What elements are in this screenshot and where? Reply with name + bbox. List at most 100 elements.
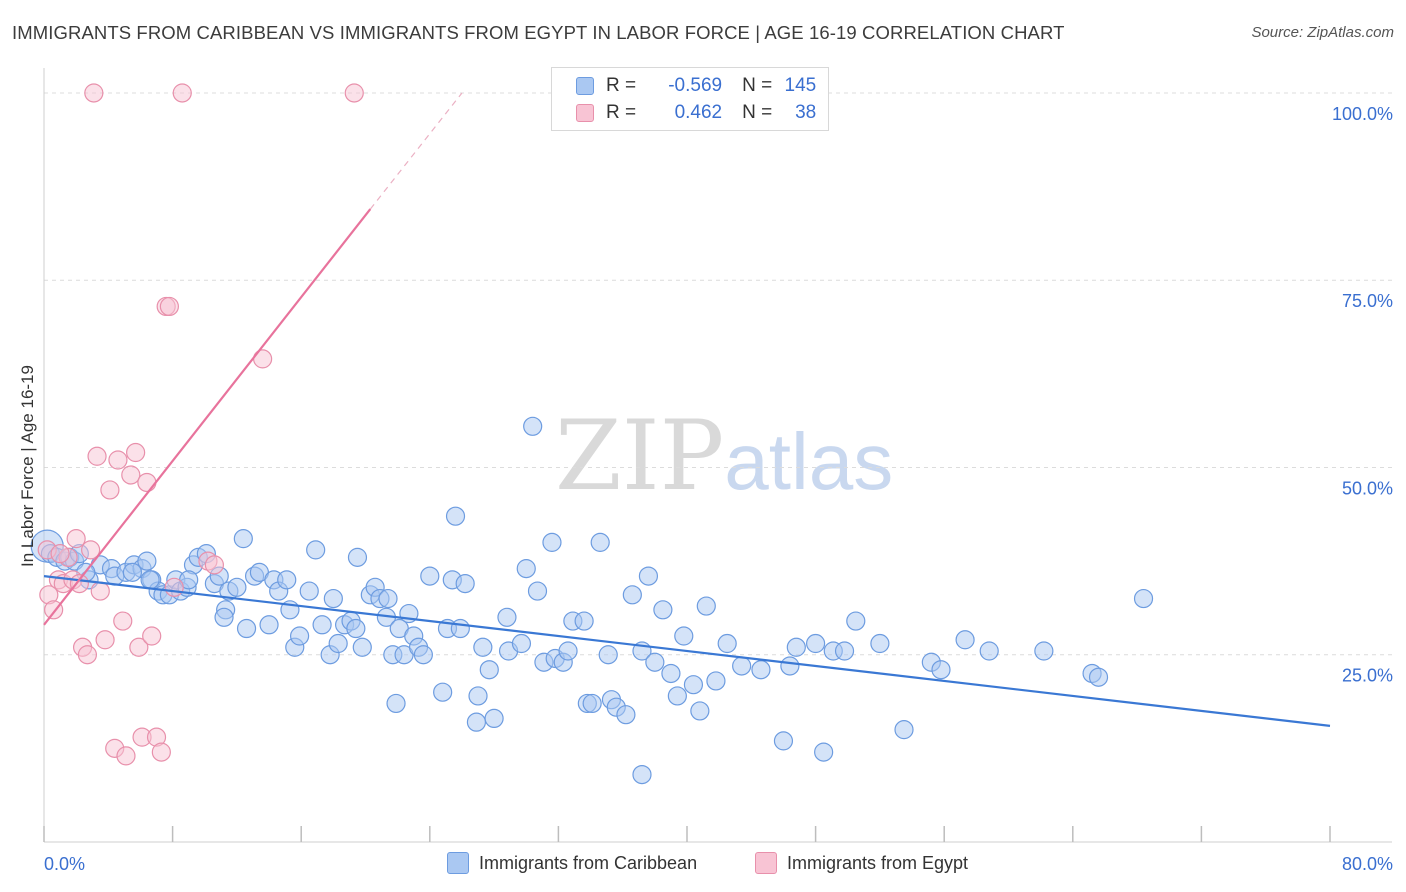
caribbean-point xyxy=(299,581,319,601)
caribbean-trend-line xyxy=(43,575,1331,727)
egypt-point xyxy=(90,581,110,601)
caribbean-point xyxy=(894,720,914,740)
caribbean-point xyxy=(466,712,487,732)
caribbean-point xyxy=(236,618,257,639)
egypt-point xyxy=(126,442,146,463)
caribbean-point xyxy=(780,656,800,676)
caribbean-point xyxy=(732,656,752,676)
egypt-point xyxy=(77,645,98,665)
caribbean-point xyxy=(846,611,866,631)
caribbean-point xyxy=(542,532,562,552)
egypt-point xyxy=(69,573,89,594)
caribbean-point xyxy=(511,633,532,654)
caribbean-point xyxy=(622,585,642,605)
legend-r-value: 0.462 xyxy=(674,102,723,123)
caribbean-point xyxy=(834,641,855,661)
caribbean-point xyxy=(773,731,794,751)
caribbean-point xyxy=(140,570,160,590)
caribbean-point xyxy=(1034,641,1054,661)
egypt-point xyxy=(84,83,104,103)
egypt-point xyxy=(121,465,141,485)
egypt-point xyxy=(172,83,192,103)
legend-n-label: N = xyxy=(742,102,773,123)
caribbean-point xyxy=(814,742,834,762)
caribbean-point xyxy=(386,693,406,714)
y-tick-label: 25.0% xyxy=(1342,666,1393,686)
caribbean-point xyxy=(289,626,310,646)
legend-r-value: -0.569 xyxy=(668,75,723,96)
caribbean-point xyxy=(645,652,665,672)
series-label-caribbean: Immigrants from Caribbean xyxy=(479,852,698,873)
caribbean-point xyxy=(661,663,681,684)
caribbean-point xyxy=(527,581,548,601)
caribbean-point xyxy=(312,615,332,635)
series-swatch-egypt xyxy=(755,852,777,874)
caribbean-point xyxy=(433,682,453,702)
caribbean-point xyxy=(955,630,975,650)
egypt-point xyxy=(116,746,136,766)
caribbean-point xyxy=(484,708,504,729)
caribbean-point xyxy=(455,573,475,594)
series-legend-egypt: Immigrants from Egypt xyxy=(755,852,968,874)
caribbean-point xyxy=(277,570,297,590)
caribbean-point xyxy=(582,693,602,714)
x-tick-label: 80.0% xyxy=(1342,854,1393,874)
caribbean-point xyxy=(870,633,890,654)
correlation-legend: R = -0.569 N = 145 R = 0.462 N = 38 xyxy=(551,67,829,131)
caribbean-point xyxy=(352,637,372,657)
caribbean-point xyxy=(574,611,594,631)
caribbean-point xyxy=(137,551,157,571)
egypt-point xyxy=(164,577,184,597)
caribbean-point xyxy=(328,633,348,654)
caribbean-point xyxy=(378,588,398,609)
caribbean-point xyxy=(653,600,673,620)
caribbean-point xyxy=(616,705,636,725)
watermark: ZIPatlas xyxy=(555,400,893,512)
egypt-point xyxy=(129,637,149,657)
caribbean-point xyxy=(590,532,610,552)
caribbean-point xyxy=(259,615,279,635)
legend-n-value: 145 xyxy=(784,75,817,96)
caribbean-point xyxy=(683,675,704,695)
caribbean-point xyxy=(805,633,826,654)
caribbean-point xyxy=(717,633,737,654)
caribbean-point xyxy=(516,559,536,579)
y-tick-label: 75.0% xyxy=(1342,291,1393,311)
caribbean-point xyxy=(323,588,343,609)
watermark-atlas: atlas xyxy=(724,417,894,506)
series-label-egypt: Immigrants from Egypt xyxy=(787,852,969,873)
y-axis-label: In Labor Force | Age 16-19 xyxy=(18,365,37,567)
legend-row-caribbean: R = -0.569 N = 145 xyxy=(576,73,816,99)
caribbean-point xyxy=(306,540,326,560)
egypt-point xyxy=(142,626,162,646)
egypt-point xyxy=(344,83,364,103)
egypt-point xyxy=(95,630,115,650)
source-label: Source: ZipAtlas.com xyxy=(1251,24,1394,41)
caribbean-point xyxy=(667,686,687,706)
egypt-point xyxy=(159,296,179,317)
legend-r-label: R = xyxy=(606,75,637,96)
caribbean-point xyxy=(979,641,999,661)
egypt-point xyxy=(100,480,120,500)
legend-row-egypt: R = 0.462 N = 38 xyxy=(576,100,816,126)
caribbean-point xyxy=(214,607,234,627)
egypt-point xyxy=(66,529,86,549)
legend-n-label: N = xyxy=(742,75,773,96)
caribbean-point xyxy=(1133,588,1154,609)
caribbean-point xyxy=(497,607,517,627)
legend-swatch-caribbean xyxy=(576,77,594,95)
caribbean-point xyxy=(1088,667,1109,687)
egypt-point xyxy=(87,446,107,466)
caribbean-point xyxy=(473,637,493,657)
caribbean-point xyxy=(233,529,253,549)
caribbean-point xyxy=(558,641,578,661)
caribbean-point xyxy=(347,547,368,567)
egypt-point xyxy=(137,472,157,493)
egypt-point xyxy=(50,544,70,564)
caribbean-point xyxy=(346,618,366,639)
caribbean-point xyxy=(468,686,488,706)
caribbean-point xyxy=(413,645,433,665)
series-legend-caribbean: Immigrants from Caribbean xyxy=(447,852,697,874)
x-tick-label: 0.0% xyxy=(44,854,85,874)
